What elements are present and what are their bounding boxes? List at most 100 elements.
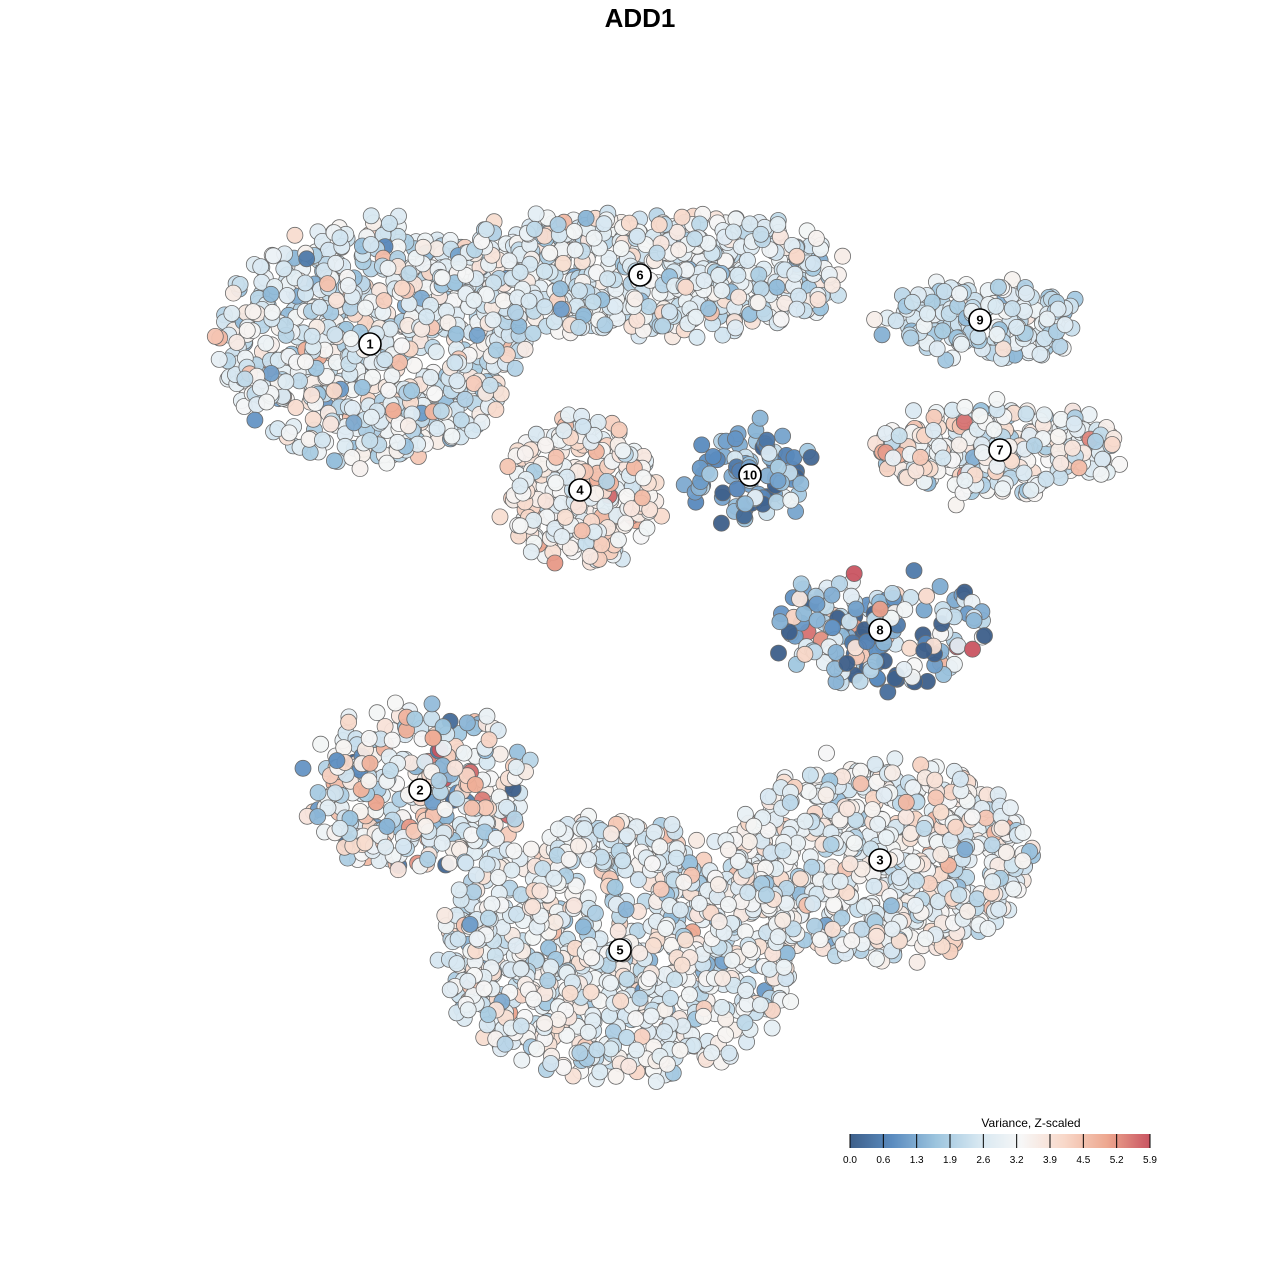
cluster-label-text: 10 — [743, 468, 757, 483]
cell-point — [990, 900, 1008, 918]
cell-point — [645, 824, 663, 841]
cell-point — [602, 825, 620, 843]
cell-point — [481, 376, 499, 394]
cell-point — [730, 288, 747, 306]
cell-point — [700, 300, 717, 318]
cell-point — [677, 931, 694, 949]
cell-point — [331, 229, 349, 247]
cell-point — [804, 895, 822, 913]
cell-point — [422, 369, 440, 386]
cell-point — [723, 951, 741, 969]
cell-point — [224, 284, 242, 302]
colorbar-tick-label: 0.0 — [843, 1155, 857, 1166]
cell-point — [296, 274, 314, 292]
cell-point — [868, 927, 885, 945]
cell-point — [950, 886, 968, 904]
cell-point — [710, 913, 728, 930]
cell-point — [432, 402, 450, 420]
cell-point — [566, 241, 584, 259]
cell-point — [551, 280, 569, 298]
cell-point — [1092, 465, 1110, 483]
cell-point — [275, 260, 293, 278]
cell-point — [974, 444, 991, 462]
cell-point — [657, 920, 674, 937]
cell-point — [626, 290, 644, 308]
cell-point — [223, 305, 241, 322]
colorbar-tick-label: 2.6 — [976, 1155, 990, 1166]
cell-point — [380, 214, 398, 232]
cluster-label: 1 — [358, 332, 382, 356]
cell-point — [979, 920, 997, 937]
cell-point — [841, 855, 859, 873]
cell-point — [617, 514, 635, 532]
cell-point — [491, 508, 509, 526]
cell-point — [446, 759, 464, 777]
cell-point — [852, 775, 870, 793]
cell-point — [252, 258, 270, 276]
cell-point — [294, 759, 312, 777]
cell-point — [774, 842, 792, 859]
cell-point — [362, 408, 380, 426]
cell-point — [758, 886, 775, 904]
cell-point — [499, 458, 517, 475]
cluster-label: 3 — [868, 848, 892, 872]
cell-point — [379, 259, 397, 277]
cell-point — [480, 731, 498, 749]
cell-point — [1014, 824, 1032, 841]
cell-point — [345, 414, 363, 432]
cell-point — [612, 992, 629, 1010]
cell-point — [824, 619, 841, 637]
cell-point — [1070, 459, 1088, 477]
cell-point — [436, 907, 454, 924]
cell-point — [720, 896, 737, 913]
cell-point — [309, 784, 327, 801]
cell-point — [652, 880, 670, 898]
cell-point — [983, 836, 1001, 854]
cell-point — [383, 731, 401, 749]
cell-point — [736, 1014, 754, 1032]
cell-point — [547, 448, 565, 466]
cell-point — [577, 209, 595, 227]
cell-point — [808, 229, 825, 247]
cell-point — [516, 445, 534, 463]
cell-point — [1025, 437, 1043, 455]
cell-point — [251, 379, 269, 397]
cell-point — [570, 837, 587, 855]
cell-point — [796, 812, 814, 830]
cell-point — [987, 297, 1005, 315]
cell-point — [901, 639, 919, 657]
cell-point — [628, 227, 646, 245]
cell-point — [648, 244, 666, 262]
cell-point — [423, 695, 441, 713]
cluster-label-text: 6 — [636, 268, 643, 283]
cell-point — [364, 368, 381, 386]
cell-point — [309, 808, 327, 825]
cell-point — [915, 820, 933, 837]
cell-point — [303, 386, 321, 404]
cell-point — [932, 803, 950, 821]
cell-point — [447, 325, 465, 343]
cell-point — [847, 600, 865, 618]
cell-point — [433, 269, 451, 287]
cluster-label-text: 8 — [876, 623, 883, 638]
cell-point — [596, 316, 614, 334]
cell-point — [311, 298, 328, 316]
cell-point — [343, 399, 361, 417]
cluster-label: 5 — [608, 938, 632, 962]
cell-point — [297, 353, 314, 371]
cell-point — [552, 300, 570, 318]
cell-point — [934, 322, 951, 340]
cell-point — [931, 578, 949, 595]
cell-point — [440, 854, 458, 872]
cell-point — [361, 432, 379, 450]
cell-point — [478, 707, 496, 725]
cell-point — [356, 834, 374, 852]
cell-point — [618, 827, 636, 845]
cell-point — [505, 842, 523, 860]
cell-point — [599, 270, 616, 288]
colorbar-tick-label: 5.9 — [1143, 1155, 1157, 1166]
cell-point — [809, 291, 827, 309]
cell-point — [688, 328, 706, 346]
colorbar-tick-label: 3.9 — [1043, 1155, 1057, 1166]
cell-point — [838, 655, 856, 672]
